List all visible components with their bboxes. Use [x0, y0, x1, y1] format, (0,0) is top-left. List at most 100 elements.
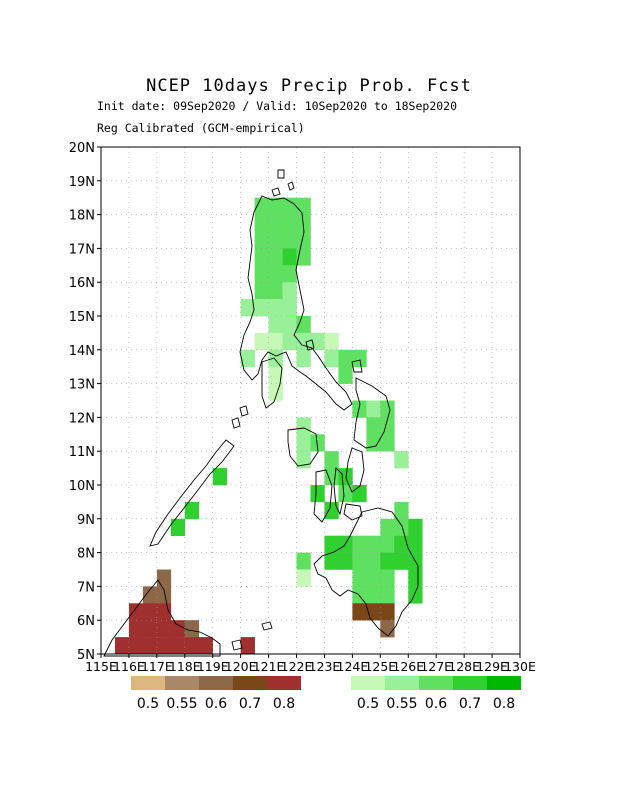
prob-cell — [366, 535, 381, 553]
prob-cell — [268, 214, 283, 232]
prob-cell — [156, 637, 172, 655]
prob-cell — [380, 535, 395, 553]
prob-cell — [352, 535, 367, 553]
prob-cell — [380, 400, 395, 418]
colorbar-swatch — [165, 676, 199, 690]
lat-label: 5N — [77, 648, 95, 663]
coastline-luzon — [239, 195, 353, 411]
prob-cell — [282, 316, 297, 334]
prob-cell — [184, 620, 200, 638]
prob-cell — [296, 214, 311, 232]
lat-label: 20N — [69, 141, 95, 156]
lon-label: 126E — [392, 659, 424, 674]
prob-cell — [366, 400, 381, 418]
prob-cell — [268, 366, 283, 384]
lat-label: 13N — [69, 378, 95, 393]
prob-cell — [394, 518, 409, 536]
lon-label: 130E — [504, 659, 536, 674]
prob-cell — [380, 552, 395, 570]
prob-cell — [324, 552, 339, 570]
prob-cell — [254, 282, 269, 300]
lon-label: 120E — [225, 659, 257, 674]
prob-cell — [254, 248, 269, 266]
lat-label: 14N — [69, 344, 95, 359]
lat-label: 6N — [77, 614, 95, 629]
lon-label: 117E — [141, 659, 173, 674]
lon-label: 116E — [113, 659, 145, 674]
lon-label: 128E — [448, 659, 480, 674]
colorbar-swatch — [487, 676, 521, 690]
prob-cell — [380, 603, 395, 621]
prob-cell — [268, 299, 283, 317]
prob-cell — [324, 501, 339, 520]
colorbar-label: 0.6 — [425, 696, 447, 712]
prob-cell — [198, 637, 214, 655]
prob-cell — [380, 434, 395, 452]
coastline-palawan — [149, 439, 235, 547]
lat-label: 18N — [69, 209, 95, 224]
colorbar-label: 0.5 — [137, 696, 159, 712]
colorbar-swatch — [199, 676, 233, 690]
colorbar-swatch — [233, 676, 267, 690]
prob-cell — [338, 349, 353, 367]
colorbar-label: 0.7 — [459, 696, 481, 712]
colorbar-label: 0.55 — [386, 696, 417, 712]
prob-cell — [142, 603, 158, 621]
prob-cell — [254, 332, 269, 351]
coastline-leyte — [345, 447, 365, 493]
lon-label: 121E — [253, 659, 285, 674]
colorbar-wet: 0.5 0.55 0.6 0.7 0.8 — [351, 676, 521, 712]
colorbar-dry: 0.5 0.55 0.6 0.7 0.8 — [131, 676, 301, 712]
prob-cell — [282, 197, 297, 215]
colorbar-label: 0.55 — [166, 696, 197, 712]
lat-label: 11N — [69, 445, 95, 460]
prob-cell — [156, 620, 172, 638]
prob-cell — [184, 501, 200, 520]
coastline-catanduanes — [351, 359, 363, 373]
prob-cell — [170, 637, 186, 655]
coastline-negros — [313, 469, 333, 523]
prob-cell — [156, 569, 172, 587]
prob-cell — [310, 434, 325, 452]
prob-cell — [296, 552, 311, 570]
prob-cell — [352, 603, 367, 621]
prob-cell — [296, 349, 311, 367]
map-subtitle-dates: Init date: 09Sep2020 / Valid: 10Sep2020 … — [97, 99, 458, 113]
longitude-labels: 115E116E117E118E119E120E121E122E123E124E… — [85, 654, 536, 674]
prob-cell — [394, 535, 409, 553]
prob-cell — [380, 518, 395, 536]
prob-cell — [408, 535, 423, 553]
prob-cell — [128, 637, 144, 655]
colorbar-label: 0.6 — [205, 696, 227, 712]
probability-cells — [114, 197, 423, 655]
prob-cell — [394, 552, 409, 570]
map-subtitle-method: Reg Calibrated (GCM-empirical) — [97, 121, 305, 135]
latitude-labels: 5N 6N 7N 8N 9N 10N 11N 12N 13N 14N 15N 16N 17N 18N 19N… — [69, 141, 101, 663]
prob-cell — [268, 349, 283, 367]
prob-cell — [170, 518, 186, 536]
coastline-mindanao — [313, 507, 419, 637]
colorbar-label: 0.5 — [357, 696, 379, 712]
lat-label: 7N — [77, 580, 95, 595]
prob-cell — [184, 637, 200, 655]
prob-cell — [394, 501, 409, 520]
prob-cell — [296, 248, 311, 266]
prob-cell — [380, 417, 395, 435]
lon-label: 119E — [197, 659, 229, 674]
prob-cell — [282, 299, 297, 317]
prob-cell — [282, 282, 297, 300]
prob-cell — [268, 383, 283, 401]
lat-label: 16N — [69, 276, 95, 291]
prob-cell — [268, 265, 283, 283]
lat-label: 19N — [69, 175, 95, 190]
prob-cell — [324, 349, 339, 367]
prob-cell — [254, 265, 269, 283]
prob-cell — [352, 485, 367, 503]
prob-cell — [366, 586, 381, 604]
prob-cell — [254, 214, 269, 232]
prob-cell — [268, 197, 283, 215]
colorbar-swatch — [385, 676, 419, 690]
colorbar-swatch — [351, 676, 385, 690]
prob-cell — [268, 282, 283, 300]
prob-cell — [366, 569, 381, 587]
